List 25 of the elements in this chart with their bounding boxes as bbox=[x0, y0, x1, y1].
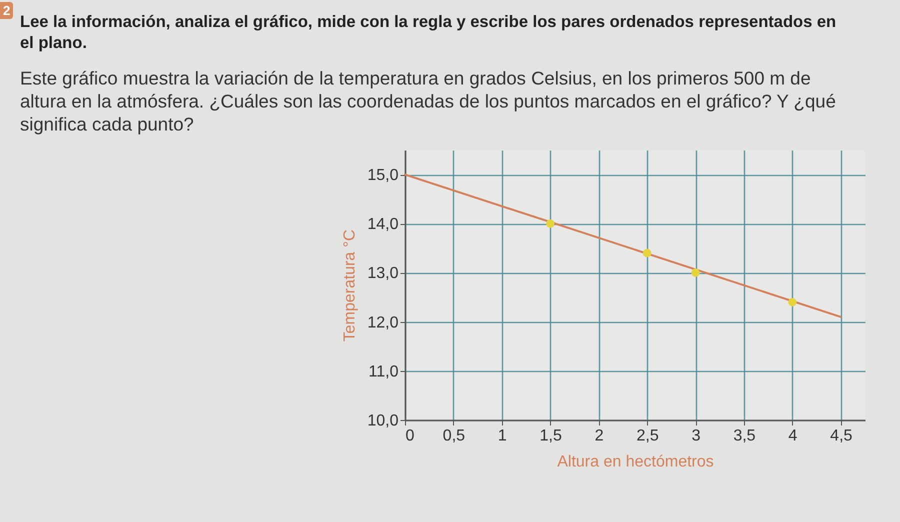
point bbox=[788, 298, 797, 306]
x-tick-label: 3 bbox=[692, 428, 701, 444]
chart-subtitle: Este gráfico muestra la variación de la temperatura en grados Celsius, en los primeros 500 m de altura en la atmósfera. ¿Cuáles son las coordenadas de los puntos marcados en el gráfico? Y ¿qué significa cada punto? bbox=[20, 68, 836, 134]
y-tick-label: 12,0 bbox=[367, 314, 399, 332]
x-tick-label: 1 bbox=[498, 428, 507, 444]
x-tick-label: 4 bbox=[788, 428, 798, 444]
y-tick-label: 15,0 bbox=[367, 167, 399, 184]
x-tick-label: 2 bbox=[594, 428, 604, 444]
x-tick-label: 2,5 bbox=[636, 428, 659, 444]
point bbox=[642, 248, 652, 258]
x-tick-label: 0 bbox=[406, 428, 414, 444]
y-tick-label: 13,0 bbox=[367, 265, 399, 282]
x-tick-label: 4,5 bbox=[830, 428, 853, 444]
point bbox=[691, 268, 700, 277]
x-tick-label: 3,5 bbox=[733, 428, 756, 444]
y-tick-label: 14,0 bbox=[367, 216, 399, 234]
y-tick-label: 11,0 bbox=[368, 363, 399, 380]
x-tick-label: 0,5 bbox=[442, 428, 466, 444]
text: 2 bbox=[0, 2, 14, 19]
chart-title: Lee la información, analiza el gráfico, mide con la regla y escribe los pares ordenados representados en el plano. bbox=[20, 13, 836, 52]
x-axis-title: Altura en hectómetros bbox=[557, 454, 714, 470]
x-tick-label: 1,5 bbox=[540, 428, 562, 444]
point bbox=[546, 219, 554, 228]
y-tick-label: 10,0 bbox=[367, 412, 399, 430]
y-axis-title: Temperatura °C bbox=[341, 229, 358, 342]
